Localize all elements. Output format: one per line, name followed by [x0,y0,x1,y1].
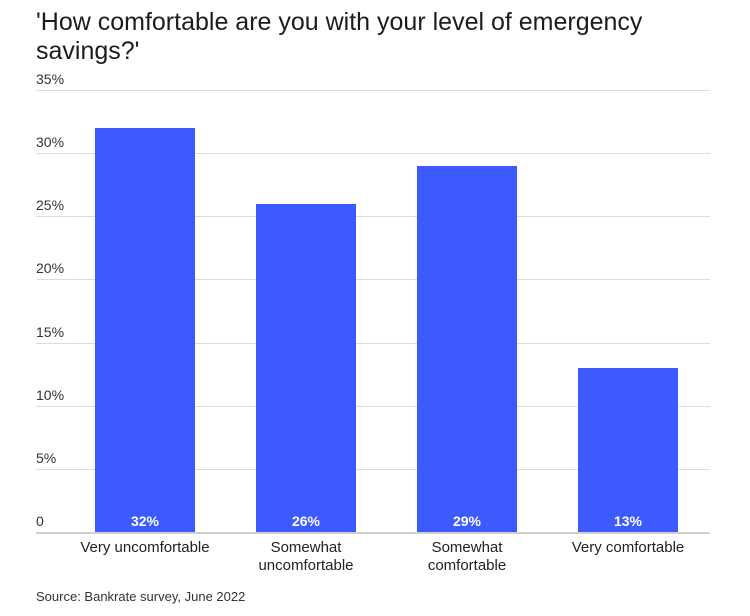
x-category-label: Very uncomfortable [80,539,210,556]
x-category-label: Somewhat comfortable [427,539,507,574]
gridline [36,90,710,91]
source-note: Source: Bankrate survey, June 2022 [36,589,246,604]
bar-value-label: 32% [130,513,160,529]
bar-value-label: 26% [291,513,321,529]
gridline [36,279,710,281]
gridline [36,468,710,470]
bar [256,203,356,532]
x-axis-line [36,532,710,534]
x-category-label: Very comfortable [571,539,685,556]
bar [578,367,678,532]
y-tick-label: 10% [36,386,65,403]
bar [417,165,517,532]
y-tick-label: 15% [36,323,65,340]
gridline [36,405,710,407]
bar-value-label: 29% [452,513,482,529]
y-tick-label: 20% [36,260,65,277]
x-category-label: Somewhat uncomfortable [258,539,354,574]
bar-value-label: 13% [613,513,643,529]
y-tick-label: 25% [36,197,65,214]
y-tick-label: 5% [36,449,57,466]
gridline [36,342,710,344]
gridline [36,216,710,218]
y-tick-label: 30% [36,134,65,151]
gridline [36,153,710,155]
bar [95,127,195,532]
y-tick-label: 0 [36,513,44,529]
chart-title: 'How comfortable are you with your level… [36,8,643,65]
y-tick-label: 35% [36,71,65,87]
